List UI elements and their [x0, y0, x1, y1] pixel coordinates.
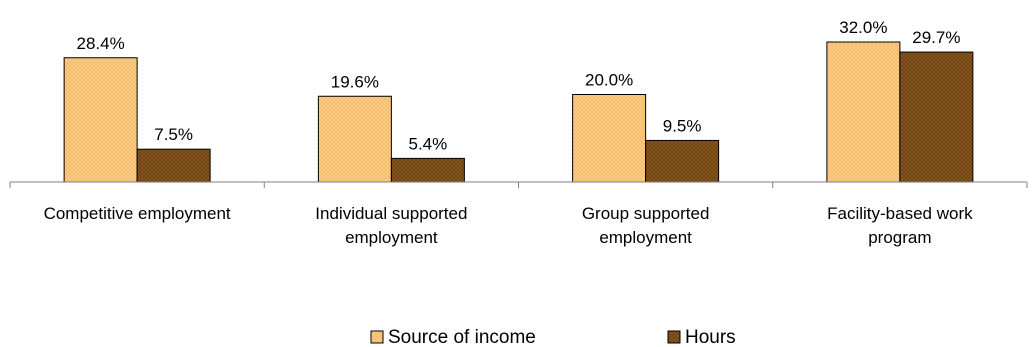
legend-swatch-source-of-income: [370, 330, 384, 344]
value-label-hours-individual-supported-employment: 5.4%: [409, 134, 448, 153]
category-label-facility-based-work-program: program: [868, 228, 931, 247]
bar-source-of-income-group-supported-employment: [572, 94, 647, 183]
value-label-hours-facility-based-work-program: 29.7%: [912, 28, 960, 47]
x-axis: [9, 181, 1028, 188]
bar-hours-group-supported-employment: [645, 139, 720, 183]
legend-label-source-of-income: Source of income: [388, 327, 536, 347]
value-label-source-of-income-group-supported-employment: 20.0%: [585, 71, 633, 90]
value-labels-group: 28.4% 7.5% 19.6% 5.4% 20.0% 9.5% 32.0% 29.7%: [77, 18, 961, 153]
bar-hours-facility-based-work-program: [899, 51, 974, 183]
value-label-source-of-income-facility-based-work-program: 32.0%: [839, 18, 887, 37]
category-labels-group: Competitive employment Individual support…: [44, 204, 974, 247]
category-label-facility-based-work-program: Facility-based work: [827, 204, 973, 223]
value-label-source-of-income-competitive-employment: 28.4%: [77, 34, 125, 53]
bar-source-of-income-competitive-employment: [63, 57, 138, 183]
bars-group: [63, 41, 974, 183]
bar-hours-competitive-employment: [136, 148, 211, 183]
legend-swatch-hours: [667, 330, 681, 344]
value-label-source-of-income-individual-supported-employment: 19.6%: [331, 72, 379, 91]
legend: Source of income Hours: [370, 327, 736, 347]
category-label-competitive-employment: Competitive employment: [44, 204, 231, 223]
value-label-hours-competitive-employment: 7.5%: [154, 125, 193, 144]
bar-source-of-income-facility-based-work-program: [826, 41, 901, 183]
value-label-hours-group-supported-employment: 9.5%: [663, 116, 702, 135]
category-label-individual-supported-employment: Individual supported: [315, 204, 467, 223]
legend-label-hours: Hours: [685, 327, 736, 347]
bar-hours-individual-supported-employment: [390, 157, 465, 183]
category-label-individual-supported-employment: employment: [345, 228, 438, 247]
bar-source-of-income-individual-supported-employment: [317, 95, 392, 183]
category-label-group-supported-employment: employment: [599, 228, 692, 247]
category-label-group-supported-employment: Group supported: [582, 204, 710, 223]
